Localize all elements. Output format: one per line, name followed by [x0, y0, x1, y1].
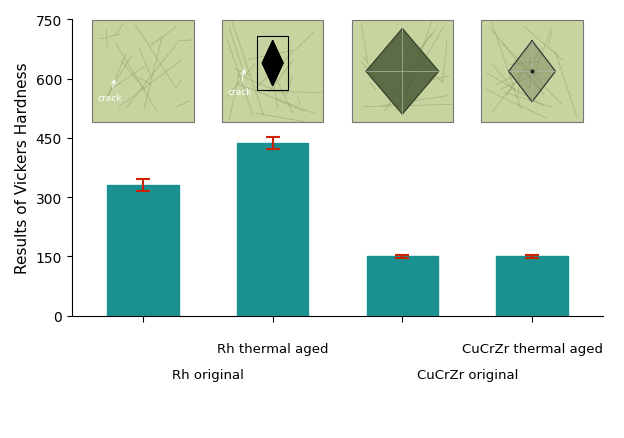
Polygon shape	[262, 42, 283, 86]
FancyBboxPatch shape	[482, 21, 583, 123]
FancyBboxPatch shape	[352, 21, 453, 123]
Text: Rh thermal aged: Rh thermal aged	[217, 343, 328, 356]
Text: CuCrZr thermal aged: CuCrZr thermal aged	[462, 343, 603, 356]
Text: crack: crack	[227, 71, 251, 96]
Bar	[496, 257, 568, 316]
Text: crack: crack	[97, 81, 122, 102]
Polygon shape	[509, 42, 555, 102]
Bar	[237, 143, 308, 316]
Bar	[107, 186, 178, 316]
Y-axis label: Results of Vickers Hardness: Results of Vickers Hardness	[15, 63, 30, 274]
Text: CuCrZr original: CuCrZr original	[416, 368, 518, 381]
FancyBboxPatch shape	[222, 21, 323, 123]
Bar	[257, 37, 288, 91]
Text: Rh original: Rh original	[172, 368, 244, 381]
Bar	[367, 257, 438, 316]
Polygon shape	[366, 29, 439, 115]
FancyBboxPatch shape	[92, 21, 193, 123]
